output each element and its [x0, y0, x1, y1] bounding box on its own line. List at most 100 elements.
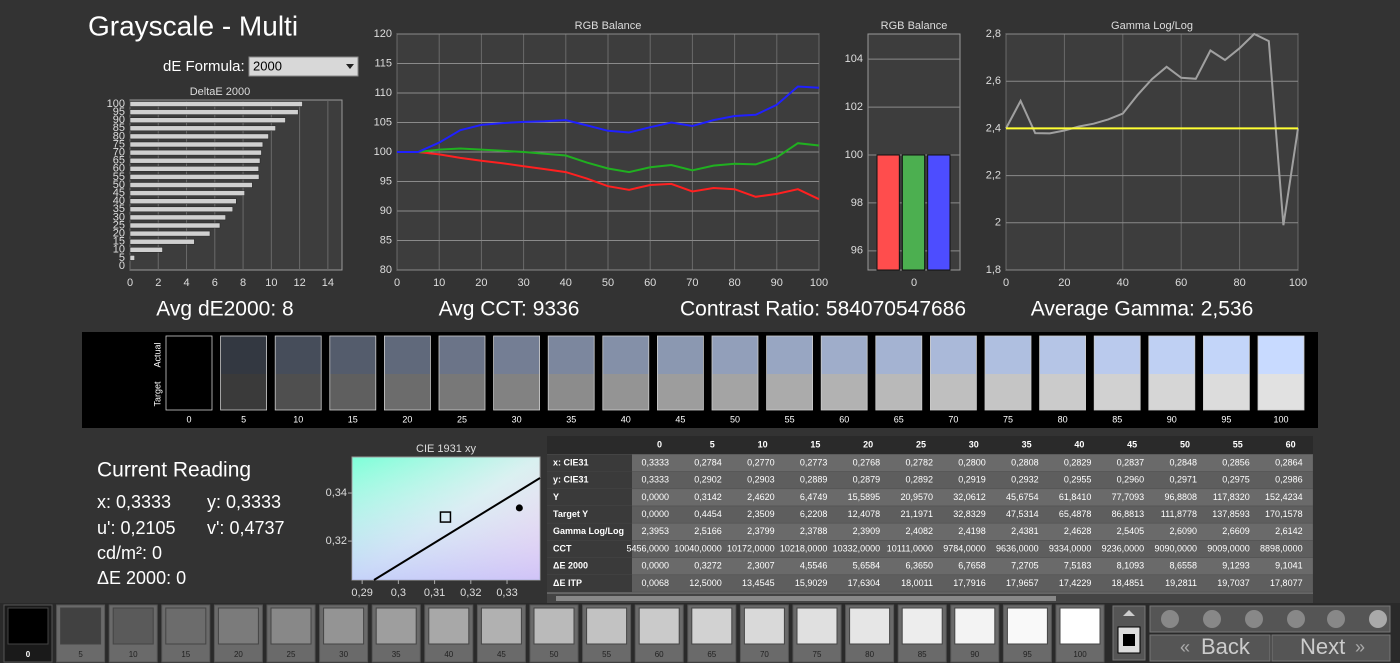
swatch-frame — [220, 335, 268, 411]
x-tick-label: 60 — [1175, 277, 1187, 289]
table-cell: 2,3007 — [747, 561, 775, 571]
table-cell: 0,0000 — [641, 561, 669, 571]
swatch-target — [329, 374, 376, 410]
back-button[interactable] — [1149, 634, 1271, 662]
y-tick-label: 10 — [113, 244, 125, 256]
swatch-label: 5 — [241, 414, 246, 424]
y-tick-label: 104 — [845, 53, 863, 65]
table-cell: 10332,0000 — [833, 543, 881, 553]
patch-color — [691, 607, 733, 645]
x-tick-label: 0,32 — [460, 587, 481, 599]
dropdown-arrow[interactable] — [346, 64, 354, 69]
back-label[interactable]: Back — [1201, 634, 1251, 659]
swatch-frame — [602, 335, 650, 411]
refresh-button[interactable] — [1327, 610, 1345, 628]
swatch-target — [384, 374, 431, 410]
table-cell: 117,8320 — [1213, 492, 1250, 502]
y-tick-label: 75 — [113, 138, 125, 150]
swatch-target — [766, 374, 813, 410]
x-tick-label: 10 — [265, 277, 277, 289]
chart-title: RGB Balance — [881, 20, 948, 32]
y-tick-label: 100 — [107, 98, 125, 110]
table-cell: 0,2864 — [1275, 457, 1303, 467]
swatch-actual — [766, 336, 813, 374]
swatch-target — [220, 374, 267, 410]
table-cell: 9,1041 — [1275, 561, 1303, 571]
x-tick-label: 40 — [560, 277, 572, 289]
column-header: 25 — [916, 439, 926, 449]
chart: RGB Balance 0 10 20 30 40 50 60 70 80 90 100 80 85 90 9… — [374, 20, 829, 289]
patch-color — [7, 607, 49, 645]
table-cell: 0,2889 — [800, 475, 828, 485]
patch-label: 40 — [444, 650, 453, 659]
patch-label: 25 — [287, 650, 296, 659]
table-cell: 8,1093 — [1117, 561, 1145, 571]
y-tick-label: 1,8 — [986, 264, 1001, 276]
play-button[interactable] — [1203, 610, 1221, 628]
table-cell: 0,2971 — [1169, 475, 1197, 485]
swatch-label: 75 — [1003, 414, 1013, 424]
table-cell: 6,4749 — [800, 492, 828, 502]
x-tick-label: 10 — [433, 277, 445, 289]
table-cell: 0,2879 — [853, 475, 881, 485]
bar — [129, 182, 253, 188]
bar — [129, 206, 234, 213]
table-cell: 8,6558 — [1169, 561, 1197, 571]
swatch-actual — [493, 336, 540, 374]
patch-label: 75 — [813, 650, 822, 659]
x-tick-label: 0 — [911, 277, 917, 289]
swatch-frame — [1148, 335, 1196, 411]
table-cell: 61,8410 — [1059, 492, 1092, 502]
swatch-target — [166, 374, 212, 410]
swatch-label: 95 — [1221, 414, 1231, 424]
y-tick-label: 102 — [845, 101, 863, 113]
patch-color — [428, 607, 470, 645]
bar — [129, 166, 259, 172]
up-icon[interactable] — [1123, 610, 1135, 616]
loop-button[interactable] — [1287, 610, 1305, 628]
column-header: 45 — [1127, 439, 1137, 449]
bar — [129, 125, 276, 132]
column-header: 40 — [1074, 439, 1084, 449]
plot-area — [1005, 33, 1299, 271]
table-cell: 0,2808 — [1011, 457, 1039, 467]
table-cell: 15,9029 — [795, 578, 828, 588]
swatch-label: 90 — [1167, 414, 1177, 424]
save-button[interactable] — [1245, 610, 1263, 628]
table-cell: 2,4082 — [905, 526, 933, 536]
table-cell: 0,0000 — [641, 492, 669, 502]
table-cell: 2,4628 — [1064, 526, 1092, 536]
table-cell: 0,2829 — [1064, 457, 1092, 467]
swatch-frame — [329, 335, 377, 411]
swatch-frame — [383, 335, 431, 411]
swatch-actual — [275, 336, 322, 374]
next-button[interactable] — [1271, 634, 1391, 662]
table-cell: 0,2773 — [800, 457, 828, 467]
table-cell: 152,4234 — [1265, 492, 1303, 502]
formula-value[interactable]: 2000 — [253, 58, 282, 73]
next-label[interactable]: Next — [1300, 634, 1345, 659]
patch-color — [165, 607, 207, 645]
scroll-thumb[interactable] — [556, 596, 1056, 601]
table-cell: 0,2960 — [1117, 475, 1145, 485]
bar — [129, 109, 299, 115]
formula-dropdown[interactable] — [248, 56, 359, 77]
swatch-actual — [166, 336, 212, 374]
stop-button[interactable] — [1161, 610, 1179, 628]
reading-y: y: 0,3333 — [207, 492, 281, 512]
table-cell: 170,1578 — [1265, 509, 1303, 519]
swatch-target — [275, 374, 322, 410]
table-cell: 17,9657 — [1006, 578, 1039, 588]
swatches: Actual Target 0 5 10 15 20 25 30 35 40 45 50 55 60 65 70… — [152, 335, 1305, 424]
options-button[interactable] — [1369, 610, 1387, 628]
table-cell: 2,6090 — [1169, 526, 1197, 536]
table-cell: 17,4229 — [1059, 578, 1092, 588]
column-header: 55 — [1233, 439, 1243, 449]
patch-color — [796, 607, 838, 645]
line-series — [397, 85, 820, 153]
x-tick-label: 0 — [394, 277, 400, 289]
swatch-frame — [547, 335, 595, 411]
swatch-target — [1203, 374, 1250, 410]
swatch-target — [493, 374, 540, 410]
plot-shade — [352, 457, 540, 580]
